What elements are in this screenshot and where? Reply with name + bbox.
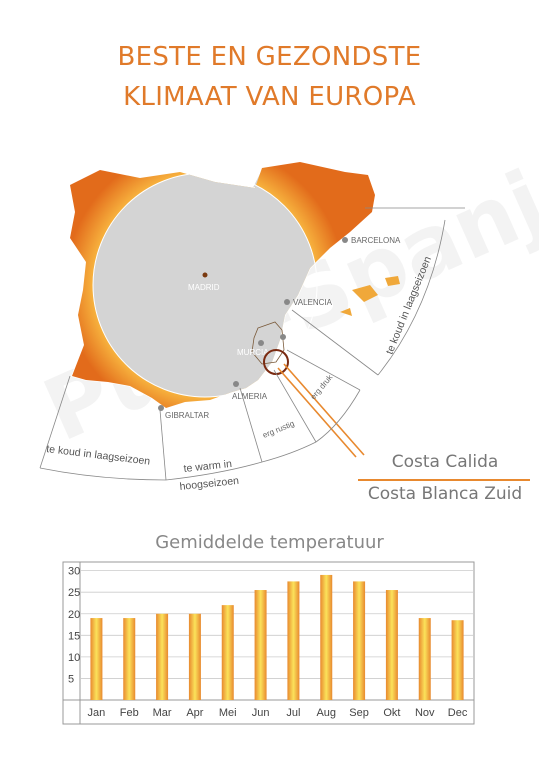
x-tick-label: Dec — [448, 707, 468, 719]
y-tick-label: 30 — [68, 566, 80, 578]
x-tick-label: Mei — [219, 707, 237, 719]
x-tick-label: Sep — [349, 707, 369, 719]
bar-okt — [385, 590, 398, 700]
legend-costa-calida: Costa Calida — [391, 452, 499, 472]
zone-busy: erg druk — [309, 372, 335, 401]
legend-divider — [358, 479, 530, 481]
x-tick-label: Apr — [186, 707, 203, 719]
murcia-marker — [258, 340, 264, 346]
alicante-marker — [280, 334, 286, 340]
city-gibraltar: GIBRALTAR — [165, 411, 209, 420]
balearic-islands — [340, 276, 400, 316]
pointer-calida — [277, 367, 357, 458]
gibraltar-marker — [158, 405, 164, 411]
bar-feb — [123, 618, 136, 700]
city-almeria: ALMERIA — [232, 392, 268, 401]
x-tick-label: Nov — [415, 707, 435, 719]
zone-cold-right: te koud in laagseizoen — [384, 255, 434, 357]
almeria-marker — [233, 381, 239, 387]
y-tick-label: 25 — [68, 587, 80, 599]
zone-warm: te warm in — [183, 458, 233, 475]
city-barcelona: BARCELONA — [351, 236, 401, 245]
y-tick-label: 20 — [68, 609, 80, 621]
bar-jun — [254, 590, 267, 700]
x-tick-label: Feb — [120, 707, 139, 719]
temperature-chart: 5 10 15 20 25 30 Jan Feb Mar Apr Mei Jun Jul Aug Sep O… — [62, 561, 475, 725]
bar-nov — [418, 618, 431, 700]
y-tick-label: 5 — [68, 673, 74, 685]
chart-title: Gemiddelde temperatuur — [155, 532, 384, 553]
bar-sep — [353, 581, 366, 700]
climate-map: MADRID BARCELONA VALENCIA ALICANTE MURCI… — [39, 161, 465, 493]
title-line-1: BESTE EN GEZONDSTE — [117, 42, 422, 72]
bar-jul — [287, 581, 300, 700]
interior-edge — [92, 172, 318, 398]
bar-dec — [451, 620, 464, 700]
x-tick-label: Mar — [153, 707, 172, 719]
zone-cold-left: te koud in laagseizoen — [46, 443, 151, 468]
legend-costa-blanca: Costa Blanca Zuid — [367, 484, 523, 504]
bar-apr — [188, 613, 201, 700]
barcelona-marker — [342, 237, 348, 243]
madrid-marker — [202, 272, 208, 278]
murcia-region — [251, 321, 285, 365]
city-madrid: MADRID — [188, 283, 220, 292]
valencia-marker — [284, 299, 290, 305]
y-tick-label: 15 — [68, 630, 80, 642]
city-murcia: MURCIA — [237, 348, 269, 357]
x-tick-label: Jan — [88, 707, 106, 719]
x-tick-label: Okt — [383, 707, 400, 719]
bar-aug — [320, 574, 333, 700]
x-tick-label: Aug — [316, 707, 336, 719]
bar-mei — [221, 605, 234, 700]
bar-jan — [90, 618, 103, 700]
bar-mar — [156, 613, 169, 700]
zone-quiet: erg rustig — [261, 419, 295, 440]
title-line-2: KLIMAAT VAN EUROPA — [123, 82, 416, 112]
x-tick-label: Jul — [286, 707, 300, 719]
y-tick-label: 10 — [68, 652, 80, 664]
city-valencia: VALENCIA — [293, 298, 333, 307]
x-tick-label: Jun — [252, 707, 270, 719]
city-alicante: ALICANTE — [286, 339, 325, 348]
pointer-blanca — [283, 363, 365, 456]
